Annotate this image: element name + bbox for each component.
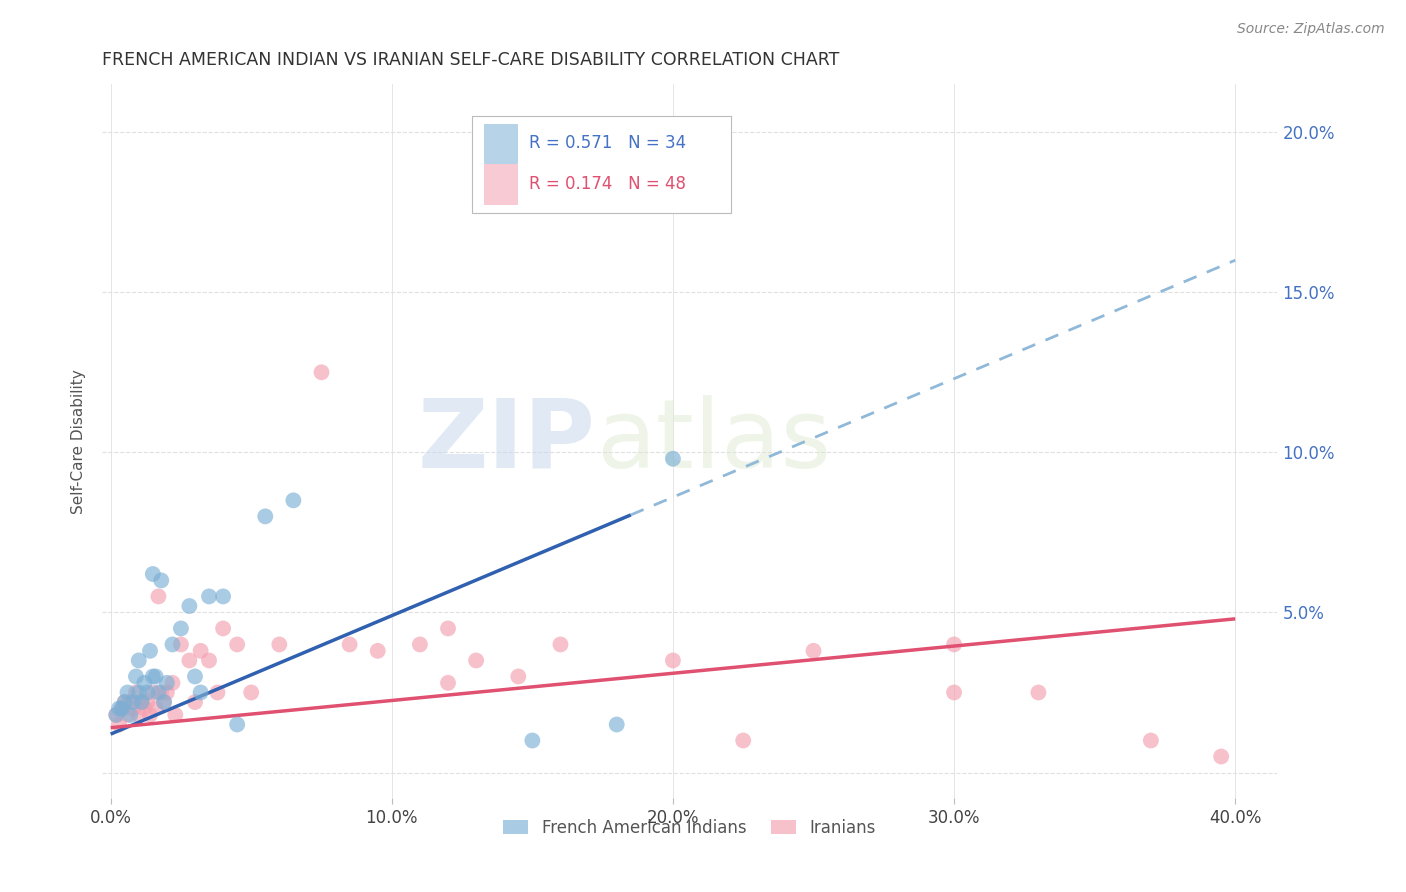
Point: [170, 637, 193, 651]
Point: [803, 644, 825, 658]
Point: [339, 637, 361, 651]
Point: [367, 644, 389, 658]
Point: [105, 707, 128, 722]
Point: [162, 676, 184, 690]
Point: [465, 653, 488, 667]
Point: [437, 622, 460, 636]
Point: [131, 695, 153, 709]
Text: ZIP: ZIP: [418, 394, 596, 488]
Point: [283, 493, 305, 508]
Point: [550, 637, 572, 651]
Point: [662, 451, 685, 466]
Point: [179, 599, 201, 613]
Point: [150, 574, 173, 588]
Point: [269, 637, 291, 651]
Point: [943, 685, 966, 699]
Point: [108, 701, 131, 715]
Point: [139, 707, 162, 722]
Point: [148, 685, 170, 699]
Point: [606, 717, 628, 731]
Text: R = 0.174   N = 48: R = 0.174 N = 48: [529, 175, 686, 193]
Text: FRENCH AMERICAN INDIAN VS IRANIAN SELF-CARE DISABILITY CORRELATION CHART: FRENCH AMERICAN INDIAN VS IRANIAN SELF-C…: [103, 51, 839, 69]
Point: [212, 590, 235, 604]
Point: [437, 676, 460, 690]
Point: [409, 637, 432, 651]
Point: [125, 669, 148, 683]
Point: [128, 707, 150, 722]
Point: [114, 695, 136, 709]
Text: Source: ZipAtlas.com: Source: ZipAtlas.com: [1237, 22, 1385, 37]
Point: [190, 685, 212, 699]
Point: [134, 676, 156, 690]
Point: [162, 637, 184, 651]
Point: [311, 365, 333, 379]
Point: [226, 637, 249, 651]
Point: [105, 707, 128, 722]
Point: [153, 695, 176, 709]
Point: [190, 644, 212, 658]
Point: [198, 590, 221, 604]
Point: [184, 669, 207, 683]
Point: [145, 669, 167, 683]
Point: [156, 685, 179, 699]
Point: [1028, 685, 1050, 699]
Text: R = 0.571   N = 34: R = 0.571 N = 34: [529, 135, 686, 153]
Text: atlas: atlas: [596, 394, 831, 488]
Point: [120, 695, 142, 709]
Point: [1211, 749, 1233, 764]
Point: [198, 653, 221, 667]
Point: [139, 644, 162, 658]
Point: [212, 622, 235, 636]
Point: [122, 695, 145, 709]
Point: [254, 509, 277, 524]
Point: [128, 653, 150, 667]
Point: [145, 701, 167, 715]
Point: [184, 695, 207, 709]
Point: [165, 707, 187, 722]
Point: [117, 685, 139, 699]
Point: [125, 685, 148, 699]
Point: [122, 701, 145, 715]
Point: [943, 637, 966, 651]
Point: [136, 685, 159, 699]
Point: [117, 707, 139, 722]
Point: [136, 695, 159, 709]
Point: [1140, 733, 1163, 747]
Point: [153, 695, 176, 709]
Point: [114, 695, 136, 709]
Point: [522, 733, 544, 747]
Point: [156, 676, 179, 690]
FancyBboxPatch shape: [472, 116, 731, 212]
Y-axis label: Self-Care Disability: Self-Care Disability: [72, 368, 86, 514]
Point: [111, 701, 134, 715]
Point: [150, 685, 173, 699]
Point: [179, 653, 201, 667]
Point: [111, 701, 134, 715]
Point: [108, 717, 131, 731]
Point: [120, 707, 142, 722]
Point: [148, 590, 170, 604]
Point: [226, 717, 249, 731]
Point: [508, 669, 530, 683]
Legend: French American Indians, Iranians: French American Indians, Iranians: [496, 812, 883, 843]
Point: [142, 567, 165, 582]
Point: [142, 669, 165, 683]
Point: [134, 701, 156, 715]
Point: [733, 733, 755, 747]
Point: [207, 685, 229, 699]
Point: [128, 685, 150, 699]
FancyBboxPatch shape: [484, 164, 517, 203]
Point: [240, 685, 263, 699]
Point: [170, 622, 193, 636]
FancyBboxPatch shape: [484, 124, 517, 163]
Point: [662, 653, 685, 667]
Point: [142, 685, 165, 699]
Point: [131, 695, 153, 709]
